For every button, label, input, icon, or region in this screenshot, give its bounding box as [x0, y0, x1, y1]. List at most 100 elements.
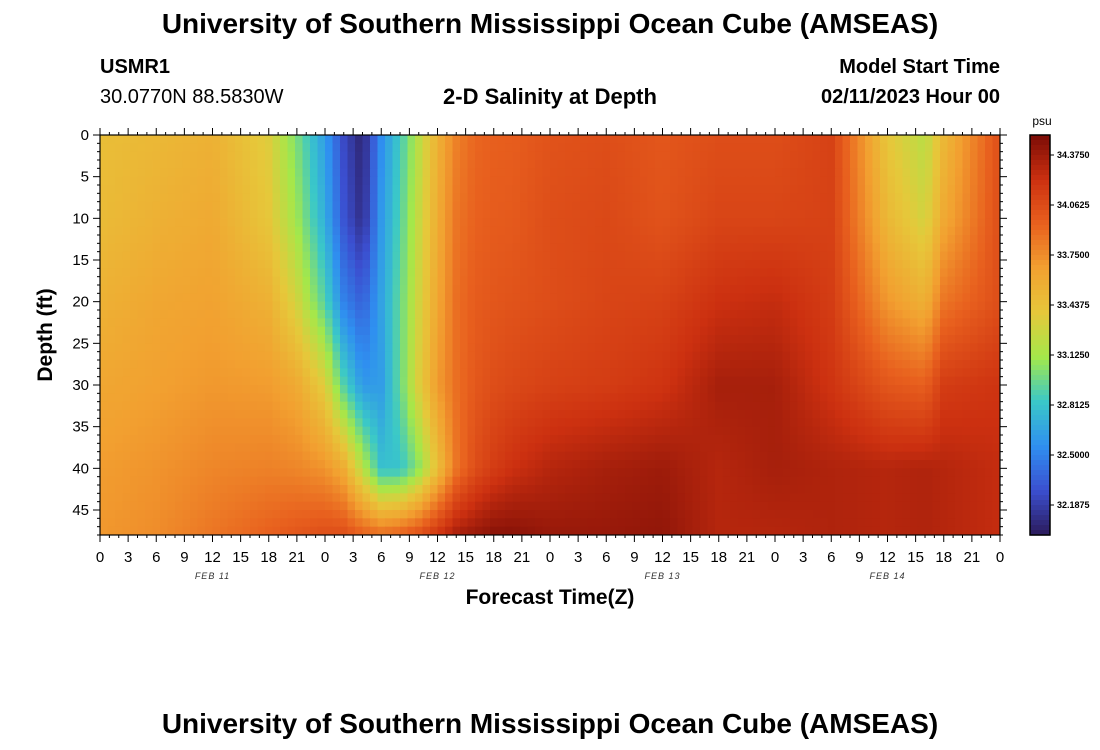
heatmap-cell — [767, 326, 776, 336]
heatmap-cell — [407, 160, 416, 169]
heatmap-cell — [685, 385, 694, 394]
heatmap-cell — [197, 393, 206, 403]
heatmap-cell — [415, 151, 424, 161]
heatmap-cell — [685, 376, 694, 386]
heatmap-cell — [377, 201, 386, 211]
heatmap-cell — [430, 410, 439, 419]
heatmap-cell — [602, 443, 611, 453]
heatmap-cell — [542, 451, 551, 461]
heatmap-cell — [970, 401, 979, 411]
heatmap-cell — [940, 218, 949, 228]
heatmap-cell — [310, 435, 319, 444]
heatmap-cell — [497, 268, 506, 278]
heatmap-cell — [340, 151, 349, 161]
heatmap-cell — [460, 343, 469, 353]
heatmap-cell — [805, 460, 814, 469]
heatmap-cell — [632, 418, 641, 428]
heatmap-cell — [167, 151, 176, 161]
heatmap-cell — [122, 318, 131, 328]
heatmap-cell — [220, 135, 229, 144]
heatmap-cell — [182, 276, 191, 286]
heatmap-cell — [400, 335, 409, 344]
heatmap-cell — [872, 285, 881, 294]
heatmap-cell — [107, 351, 116, 361]
heatmap-cell — [925, 210, 934, 219]
heatmap-cell — [640, 326, 649, 336]
heatmap-cell — [122, 268, 131, 278]
heatmap-cell — [610, 201, 619, 211]
heatmap-cell — [302, 468, 311, 478]
heatmap-cell — [325, 135, 334, 144]
heatmap-cell — [490, 210, 499, 219]
heatmap-cell — [962, 401, 971, 411]
heatmap-cell — [460, 143, 469, 153]
heatmap-cell — [722, 401, 731, 411]
heatmap-cell — [167, 185, 176, 194]
heatmap-cell — [475, 443, 484, 453]
heatmap-cell — [497, 393, 506, 403]
heatmap-cell — [895, 285, 904, 294]
heatmap-cell — [422, 393, 431, 403]
heatmap-cell — [535, 143, 544, 153]
heatmap-cell — [745, 368, 754, 378]
heatmap-cell — [460, 210, 469, 219]
heatmap-cell — [655, 451, 664, 461]
heatmap-cell — [677, 426, 686, 436]
heatmap-cell — [482, 276, 491, 286]
heatmap-cell — [295, 385, 304, 394]
heatmap-cell — [145, 451, 154, 461]
heatmap-cell — [625, 193, 634, 203]
heatmap-cell — [767, 443, 776, 453]
heatmap-cell — [902, 351, 911, 361]
heatmap-cell — [685, 210, 694, 219]
heatmap-cell — [407, 176, 416, 186]
heatmap-cell — [970, 376, 979, 386]
heatmap-cell — [587, 393, 596, 403]
heatmap-cell — [670, 301, 679, 311]
heatmap-cell — [370, 226, 379, 236]
heatmap-cell — [205, 193, 214, 203]
heatmap-cell — [917, 201, 926, 211]
heatmap-cell — [370, 143, 379, 153]
heatmap-cell — [317, 418, 326, 428]
heatmap-cell — [812, 226, 821, 236]
heatmap-cell — [767, 310, 776, 319]
heatmap-cell — [977, 143, 986, 153]
heatmap-cell — [452, 360, 461, 369]
heatmap-cell — [962, 393, 971, 403]
heatmap-cell — [535, 410, 544, 419]
heatmap-cell — [287, 351, 296, 361]
heatmap-cell — [722, 460, 731, 469]
heatmap-cell — [835, 160, 844, 169]
heatmap-cell — [355, 401, 364, 411]
heatmap-cell — [655, 376, 664, 386]
heatmap-cell — [752, 401, 761, 411]
heatmap-cell — [505, 176, 514, 186]
heatmap-cell — [167, 351, 176, 361]
heatmap-cell — [632, 343, 641, 353]
heatmap-cell — [137, 226, 146, 236]
heatmap-cell — [797, 335, 806, 344]
heatmap-cell — [925, 326, 934, 336]
heatmap-cell — [242, 201, 251, 211]
heatmap-cell — [512, 476, 521, 486]
heatmap-cell — [887, 468, 896, 478]
heatmap-cell — [310, 451, 319, 461]
heatmap-cell — [932, 160, 941, 169]
heatmap-cell — [610, 176, 619, 186]
heatmap-cell — [430, 326, 439, 336]
heatmap-cell — [505, 451, 514, 461]
heatmap-cell — [955, 185, 964, 194]
heatmap-cell — [925, 143, 934, 153]
heatmap-cell — [430, 476, 439, 486]
heatmap-cell — [482, 268, 491, 278]
heatmap-cell — [310, 301, 319, 311]
heatmap-cell — [250, 435, 259, 444]
heatmap-cell — [340, 268, 349, 278]
heatmap-cell — [197, 343, 206, 353]
heatmap-cell — [797, 301, 806, 311]
heatmap-cell — [212, 435, 221, 444]
heatmap-cell — [160, 151, 169, 161]
heatmap-cell — [842, 343, 851, 353]
heatmap-cell — [227, 318, 236, 328]
